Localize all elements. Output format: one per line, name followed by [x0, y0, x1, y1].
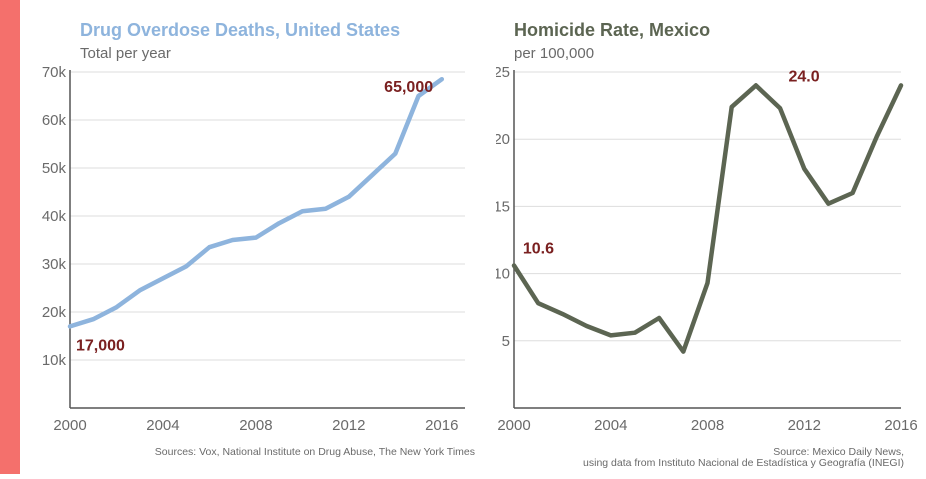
x-tick-label: 2016: [884, 417, 917, 434]
x-tick-label: 2012: [332, 417, 365, 434]
series-line: [514, 85, 901, 351]
series-line: [70, 79, 442, 326]
homicide-chart: Homicide Rate, Mexico per 100,000 5 10 15 20 2…: [496, 0, 926, 474]
value-label: 10.6: [523, 241, 554, 258]
value-label: 17,000: [76, 337, 125, 354]
source-note: Sources: Vox, National Institute on Drug…: [155, 446, 475, 458]
chart-subtitle: per 100,000: [514, 45, 594, 62]
x-tick-label: 2004: [594, 417, 627, 434]
source-note: using data from Instituto Nacional de Es…: [583, 457, 904, 469]
x-tick-label: 2000: [497, 417, 530, 434]
x-tick-label: 2008: [239, 417, 272, 434]
y-tick-label: 20k: [42, 304, 67, 321]
chart-title: Drug Overdose Deaths, United States: [80, 20, 400, 40]
y-tick-label: 10k: [42, 352, 67, 369]
chart-title: Homicide Rate, Mexico: [514, 20, 710, 40]
x-tick-label: 2008: [691, 417, 724, 434]
overdose-chart-svg: Drug Overdose Deaths, United States Total…: [20, 0, 490, 474]
y-tick-label: 30k: [42, 256, 67, 273]
chart-subtitle: Total per year: [80, 45, 171, 62]
y-tick-label: 25: [496, 64, 510, 81]
homicide-chart-svg: Homicide Rate, Mexico per 100,000 5 10 15 20 2…: [496, 0, 926, 474]
y-tick-label: 20: [496, 131, 510, 148]
x-tick-label: 2004: [146, 417, 179, 434]
x-tick-label: 2012: [788, 417, 821, 434]
y-tick-label: 15: [496, 198, 510, 215]
y-tick-label: 50k: [42, 160, 67, 177]
value-label: 65,000: [384, 79, 433, 96]
accent-stripe: [0, 0, 20, 474]
y-tick-label: 10: [496, 266, 510, 283]
y-tick-label: 5: [502, 333, 510, 350]
x-tick-label: 2016: [425, 417, 458, 434]
y-tick-label: 70k: [42, 64, 67, 81]
y-tick-label: 60k: [42, 112, 67, 129]
value-label: 24.0: [788, 68, 819, 85]
y-tick-label: 40k: [42, 208, 67, 225]
x-tick-label: 2000: [53, 417, 86, 434]
overdose-chart: Drug Overdose Deaths, United States Total…: [20, 0, 490, 474]
